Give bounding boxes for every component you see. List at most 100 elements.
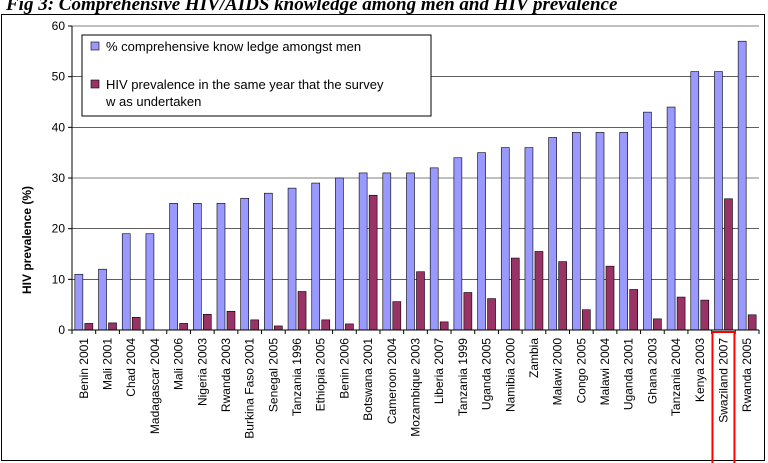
bar-knowledge (595, 132, 605, 331)
y-tick-label: 10 (52, 272, 66, 286)
x-tick-labels: Benin 2001 Mali 2001 Chad 2004 Madagascar 2… (77, 331, 754, 463)
bar-prevalence (676, 296, 686, 331)
x-tick-label: Benin 2001 (77, 338, 91, 399)
bar-knowledge (690, 71, 700, 331)
chart-frame (1, 14, 765, 461)
x-tick-label: Zambia (527, 338, 541, 378)
x-tick-label: Tanzania 1996 (290, 338, 304, 416)
bar-prevalence (558, 261, 567, 331)
bar-knowledge (240, 197, 249, 331)
bar-knowledge (500, 147, 510, 331)
bar-prevalence (226, 310, 236, 331)
bar-knowledge (714, 71, 723, 331)
x-tick-label: Ghana 2003 (645, 338, 659, 404)
x-tick-label: Mali 2001 (101, 338, 115, 390)
bar-prevalence (605, 265, 615, 331)
bar-knowledge (98, 268, 107, 331)
bar-knowledge (121, 233, 131, 331)
x-tick-label: Rwanda 2003 (219, 338, 233, 412)
legend-label-line: HIV prevalence in the same year that the… (106, 77, 384, 92)
bar-prevalence (724, 198, 733, 331)
x-tick-label: Rwanda 2005 (740, 338, 754, 412)
bar-prevalence (274, 325, 283, 331)
bar-knowledge (311, 182, 321, 331)
bar-knowledge (287, 187, 297, 331)
bar-knowledge (169, 203, 178, 331)
x-tick-label: Swaziland 2007 (716, 338, 730, 423)
x-tick-label: Tanzania 1999 (456, 338, 470, 416)
x-tick-label: Nigeria 2003 (195, 338, 209, 406)
bar-prevalence (700, 299, 710, 331)
y-tick-label: 30 (52, 171, 66, 185)
bar-knowledge (429, 167, 439, 331)
highlight-box (711, 331, 736, 463)
bar-prevalence (534, 251, 544, 331)
bar-knowledge (264, 192, 273, 331)
bar-prevalence (250, 319, 259, 331)
bar-knowledge (145, 233, 155, 331)
bar-knowledge (666, 106, 676, 331)
legend-label-knowledge: % comprehensive know ledge amongst men (106, 39, 361, 54)
bar-prevalence (653, 318, 662, 331)
bar-prevalence (747, 314, 757, 331)
bar-knowledge (406, 172, 415, 331)
x-tick-label: Cameroon 2004 (385, 338, 399, 424)
bar-prevalence (131, 317, 141, 331)
bar-prevalence (179, 323, 188, 331)
bar-prevalence (297, 291, 307, 331)
legend-label-line: w as undertaken (105, 94, 201, 109)
y-tick-labels: 0 10 20 30 40 50 60 (52, 19, 66, 337)
bar-prevalence (321, 319, 331, 331)
x-tick-label: Chad 2004 (124, 338, 138, 397)
bar-prevalence (202, 313, 212, 331)
x-tick-label: Liberia 2007 (432, 338, 446, 404)
bar-knowledge (453, 157, 463, 331)
bar-knowledge (548, 137, 557, 331)
bar-knowledge (619, 132, 629, 331)
x-tick-label: Malawi 2004 (598, 338, 612, 406)
bar-prevalence (487, 298, 496, 331)
bar-knowledge (74, 273, 84, 331)
y-tick-label: 50 (52, 70, 66, 84)
bars (74, 40, 757, 331)
x-tick-label: Senegal 2005 (266, 338, 280, 412)
y-axis-label: HIV prevalence (%) (20, 186, 34, 294)
x-tick-label: Kenya 2003 (693, 338, 707, 402)
bar-knowledge (335, 177, 344, 331)
x-tick-label: Uganda 2001 (622, 338, 636, 410)
y-tick-label: 20 (52, 222, 66, 236)
bar-knowledge (737, 40, 747, 331)
chart-title: Fig 3: Comprehensive HIV/AIDS knowledge … (6, 0, 618, 15)
bar-prevalence (582, 309, 591, 331)
x-tick-label: Burkina Faso 2001 (243, 338, 257, 439)
bar-prevalence (463, 292, 473, 331)
bar-prevalence (416, 271, 425, 331)
legend-swatch-prevalence (90, 79, 100, 89)
x-tick-label: Benin 2006 (337, 338, 351, 399)
bar-prevalence (439, 321, 449, 331)
legend-box (81, 34, 432, 117)
bar-prevalence (84, 323, 94, 331)
y-tick-label: 0 (58, 323, 65, 337)
bar-prevalence (368, 194, 378, 331)
bar-knowledge (643, 111, 652, 331)
x-tick-label: Botswana 2001 (361, 338, 375, 421)
bar-knowledge (216, 203, 226, 331)
x-tick-label: Ethiopia 2005 (314, 338, 328, 412)
x-tick-label: Mozambique 2003 (409, 338, 423, 437)
bar-knowledge (382, 172, 392, 331)
bar-prevalence (629, 289, 639, 331)
bar-prevalence (392, 301, 402, 331)
x-tick-label: Mali 2006 (172, 338, 186, 390)
y-tick-label: 60 (52, 19, 66, 33)
legend-swatch-knowledge (90, 41, 100, 51)
y-tick-label: 40 (52, 120, 66, 134)
legend: % comprehensive know ledge amongst men HI… (81, 34, 432, 117)
bar-knowledge (358, 172, 368, 331)
x-tick-label: Malawi 2000 (551, 338, 565, 406)
x-tick-label: Namibia 2000 (503, 338, 517, 412)
bar-prevalence (108, 322, 117, 331)
x-tick-label: Madagascar 2004 (148, 338, 162, 434)
bar-knowledge (192, 203, 202, 331)
